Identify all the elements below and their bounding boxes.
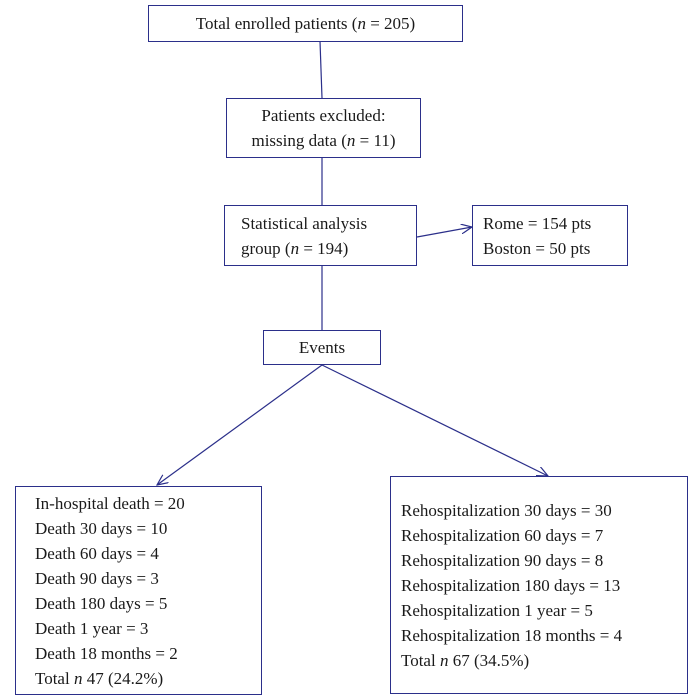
node-box: In-hospital death = 20 Death 30 days = 10… [15, 486, 262, 695]
node-line: Rehospitalization 90 days = 8 [401, 548, 603, 573]
text: = 194) [299, 238, 349, 258]
node-line: Rehospitalization 30 days = 30 [401, 498, 612, 523]
node-line: Death 1 year = 3 [35, 616, 148, 641]
text: Rehospitalization 30 days = 30 [401, 500, 612, 520]
arrow [416, 227, 472, 238]
text: Total enrolled patients ( [195, 14, 358, 33]
node-line: Events [299, 335, 345, 360]
node-line: Rehospitalization 18 months = 4 [401, 623, 622, 648]
node-box: Rehospitalization 30 days = 30 Rehospital… [390, 476, 688, 694]
node-line: Patients excluded: [261, 103, 385, 128]
text: Death 90 days = 3 [35, 568, 159, 588]
node-line: Boston = 50 pts [483, 236, 590, 261]
text: Death 30 days = 10 [35, 518, 168, 538]
text: missing data ( [251, 131, 347, 150]
node-line: Rome = 154 pts [483, 211, 591, 236]
arrow [157, 364, 323, 485]
node-box: Events [263, 330, 381, 365]
text: Death 18 months = 2 [35, 643, 178, 663]
node-line: Rehospitalization 60 days = 7 [401, 523, 603, 548]
text: Events [298, 338, 346, 357]
text: Rehospitalization 18 months = 4 [401, 625, 623, 645]
italic-text: n [439, 650, 449, 670]
text: group ( [241, 238, 291, 258]
text: Total [401, 650, 440, 670]
node-box: Patients excluded: missing data (n = 11) [226, 98, 421, 158]
node-line: Death 90 days = 3 [35, 566, 159, 591]
arrow [321, 364, 548, 476]
text: Rome = 154 pts [483, 213, 592, 233]
text: Rehospitalization 90 days = 8 [401, 550, 604, 570]
node-line: missing data (n = 11) [251, 128, 395, 153]
node-line: Total enrolled patients (n = 205) [196, 11, 415, 36]
node-line: group (n = 194) [241, 236, 348, 261]
node-line: Rehospitalization 1 year = 5 [401, 598, 593, 623]
italic-text: n [357, 14, 366, 33]
text: Statistical analysis [241, 213, 368, 233]
text: Death 180 days = 5 [35, 593, 168, 613]
text: Rehospitalization 180 days = 13 [401, 575, 621, 595]
text: Total [35, 668, 74, 688]
text: Patients excluded: [261, 106, 386, 125]
node-line: Statistical analysis [241, 211, 367, 236]
node-box: Statistical analysis group (n = 194) [224, 205, 417, 266]
node-line: Rehospitalization 180 days = 13 [401, 573, 620, 598]
node-line: Death 60 days = 4 [35, 541, 159, 566]
text: Boston = 50 pts [483, 238, 591, 258]
text: Rehospitalization 60 days = 7 [401, 525, 604, 545]
text: = 11) [355, 131, 396, 150]
node-line: Total n 47 (24.2%) [35, 666, 163, 691]
node-line: Death 18 months = 2 [35, 641, 178, 666]
text: 67 (34.5%) [448, 650, 530, 670]
italic-text: n [73, 668, 83, 688]
node-line: Death 180 days = 5 [35, 591, 167, 616]
text: Death 60 days = 4 [35, 543, 159, 563]
italic-text: n [290, 238, 300, 258]
text: 47 (24.2%) [82, 668, 164, 688]
node-line: In-hospital death = 20 [35, 491, 185, 516]
node-line: Total n 67 (34.5%) [401, 648, 529, 673]
text: Death 1 year = 3 [35, 618, 149, 638]
node-line: Death 30 days = 10 [35, 516, 167, 541]
italic-text: n [346, 131, 356, 150]
node-box: Rome = 154 pts Boston = 50 pts [472, 205, 628, 266]
text: Rehospitalization 1 year = 5 [401, 600, 593, 620]
connector [319, 40, 323, 99]
node-box: Total enrolled patients (n = 205) [148, 5, 463, 42]
text: In-hospital death = 20 [35, 493, 185, 513]
text: = 205) [365, 14, 416, 33]
